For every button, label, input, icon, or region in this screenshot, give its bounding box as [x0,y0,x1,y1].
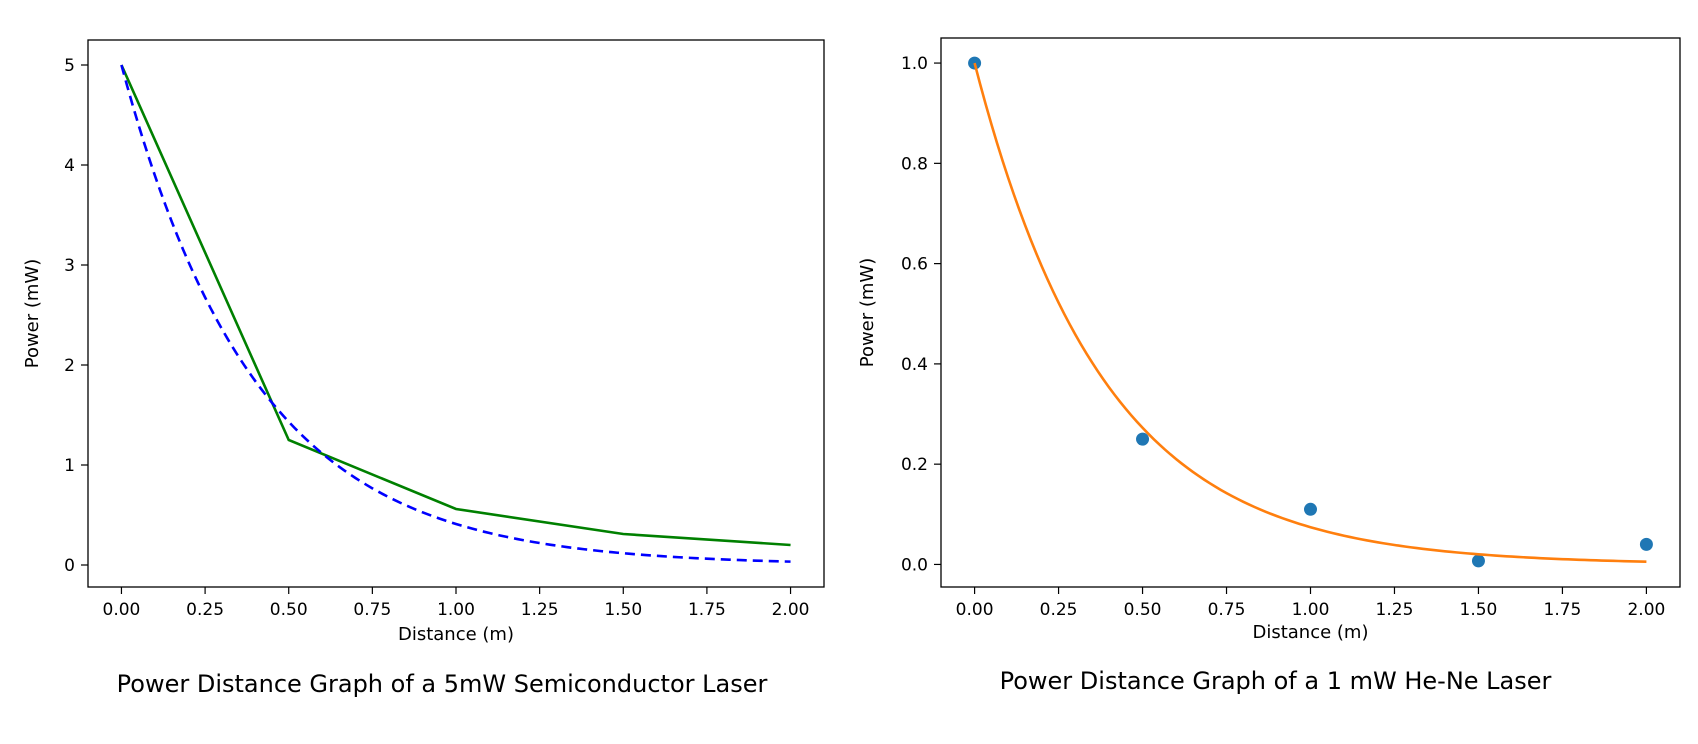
semiconductor-x-tick-label: 1.00 [437,600,475,620]
semiconductor-x-tick-label: 0.00 [103,600,141,620]
he-ne-data-point [968,56,982,70]
semiconductor-x-axis-label: Distance (m) [398,624,514,645]
semiconductor-y-axis-label: Power (mW) [22,259,43,369]
semiconductor-x-tick-label: 2.00 [772,600,810,620]
he-ne-y-tick-label: 1.0 [901,54,928,74]
semiconductor-y-tick-label: 1 [64,456,75,476]
semiconductor-x-tick-label: 1.25 [521,600,559,620]
he-ne-y-tick-label: 0.0 [901,555,928,575]
semiconductor-y-tick-label: 4 [64,156,75,176]
semiconductor-axes-frame [87,39,825,588]
semiconductor-laser-plot: 0.00 0.25 0.50 0.75 1.00 1.25 1.50 1.75 2.00 0 1 2 3… [22,39,825,698]
he-ne-chart-title: Power Distance Graph of a 1 mW He-Ne Las… [1000,667,1552,695]
semiconductor-measured-line [120,64,791,547]
semiconductor-y-tick-label: 2 [64,356,75,376]
he-ne-y-tick-label: 0.4 [901,355,928,375]
he-ne-x-tick-label: 0.00 [956,600,994,620]
he-ne-y-tick-label: 0.8 [901,154,928,174]
he-ne-x-axis-label: Distance (m) [1252,622,1368,643]
he-ne-data-point [1304,502,1317,516]
he-ne-data-point [1471,554,1485,568]
semiconductor-x-tick-label: 0.75 [353,600,391,620]
he-ne-x-tick-label: 2.00 [1627,600,1665,620]
he-ne-x-tick-label: 1.00 [1292,600,1330,620]
semiconductor-x-tick-label: 1.50 [604,600,642,620]
semiconductor-x-tick-label: 0.50 [270,600,308,620]
he-ne-fit-curve [973,62,1647,563]
he-ne-data-point [1639,537,1653,551]
he-ne-data-point [1136,432,1150,446]
semiconductor-y-tick-label: 5 [64,56,75,76]
he-ne-x-tick-label: 1.25 [1376,600,1414,620]
he-ne-x-tick-label: 0.25 [1040,600,1078,620]
he-ne-y-axis-label: Power (mW) [857,258,878,368]
he-ne-x-tick-label: 0.50 [1124,600,1162,620]
he-ne-y-tick-label: 0.6 [901,255,928,275]
semiconductor-x-tick-label: 0.25 [186,600,224,620]
he-ne-x-tick-label: 1.50 [1460,600,1498,620]
semiconductor-y-tick-label: 0 [64,556,75,576]
semiconductor-fit-curve [120,64,791,563]
he-ne-x-tick-label: 1.75 [1544,600,1582,620]
he-ne-laser-plot: 0.00 0.25 0.50 0.75 1.00 1.25 1.50 1.75 2.00 0.0 0… [857,37,1681,695]
he-ne-y-tick-label: 0.2 [901,455,928,475]
semiconductor-x-tick-label: 1.75 [688,600,726,620]
semiconductor-chart-title: Power Distance Graph of a 5mW Semiconduc… [117,670,768,698]
he-ne-x-tick-label: 0.75 [1208,600,1246,620]
semiconductor-y-tick-label: 3 [64,256,75,276]
